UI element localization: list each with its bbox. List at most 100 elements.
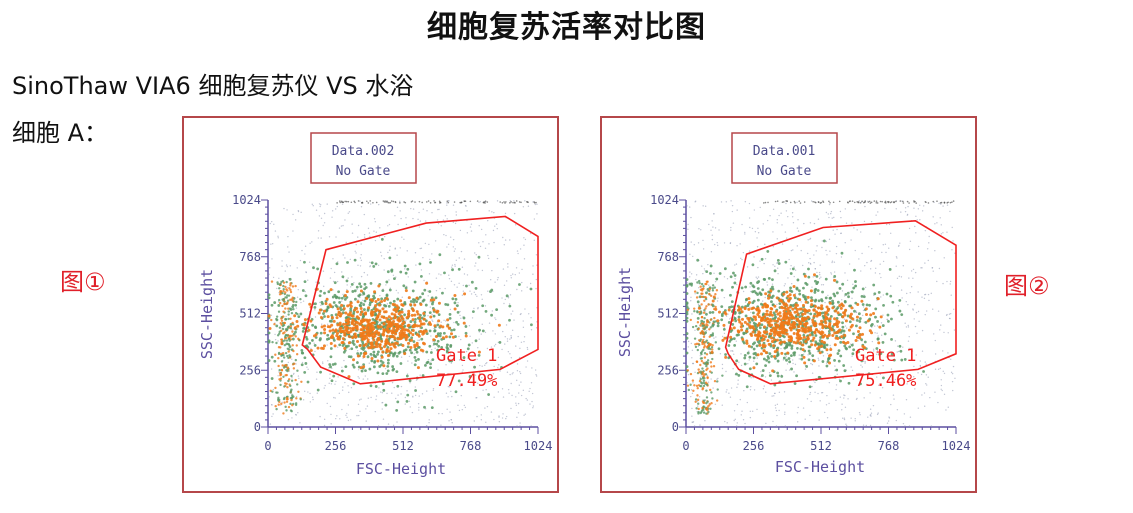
scatter-point <box>812 308 816 312</box>
scatter-point <box>534 369 537 371</box>
scatter-point <box>486 405 489 408</box>
scatter-point <box>395 408 399 412</box>
scatter-point <box>507 297 510 299</box>
scatter-point <box>481 269 484 272</box>
scatter-point <box>727 356 731 360</box>
scatter-point <box>749 306 751 308</box>
scatter-point <box>833 343 837 347</box>
scatter-point <box>847 328 851 332</box>
scatter-point <box>320 300 324 304</box>
scatter-point <box>397 292 399 294</box>
scatter-point <box>914 388 916 390</box>
scatter-point <box>784 231 787 233</box>
scatter-point <box>335 331 339 335</box>
scatter-point <box>360 259 363 262</box>
scatter-point <box>512 310 514 312</box>
scatter-point <box>404 348 408 352</box>
scatter-point <box>737 330 741 334</box>
scatter-point <box>688 282 692 286</box>
scatter-point <box>289 409 293 412</box>
scatter-point <box>811 320 815 324</box>
scatter-point <box>287 342 290 346</box>
scatter-point <box>689 206 691 208</box>
scatter-point <box>347 404 350 406</box>
scatter-point <box>745 385 749 389</box>
scatter-point <box>411 325 415 329</box>
scatter-point <box>693 309 696 313</box>
scatter-point <box>370 357 374 361</box>
scatter-point <box>311 396 314 398</box>
scatter-point <box>444 215 447 217</box>
scatter-point <box>940 324 942 326</box>
scatter-point <box>420 269 423 271</box>
scatter-point <box>775 425 778 427</box>
scatter-point <box>414 348 417 351</box>
scatter-point <box>843 369 847 373</box>
scatter-point <box>820 284 823 286</box>
scatter-point <box>734 264 736 266</box>
scatter-point <box>396 384 400 388</box>
scatter-point <box>449 353 452 355</box>
scatter-point <box>740 257 742 260</box>
scatter-point <box>346 313 350 317</box>
scatter-point <box>534 203 537 206</box>
scatter-point <box>305 271 307 273</box>
y-tick-label: 256 <box>657 363 679 377</box>
scatter-point <box>407 360 409 362</box>
scatter-point <box>783 285 786 287</box>
scatter-point <box>904 210 907 213</box>
scatter-point <box>491 211 493 213</box>
scatter-point <box>396 206 399 209</box>
scatter-point <box>484 202 486 204</box>
scatter-point <box>880 322 883 324</box>
scatter-point <box>871 247 873 250</box>
scatter-point <box>833 294 837 298</box>
scatter-point <box>766 250 770 253</box>
scatter-point <box>409 300 413 303</box>
scatter-point <box>377 333 381 337</box>
scatter-point <box>448 349 451 351</box>
scatter-point <box>697 384 701 387</box>
scatter-point <box>369 203 372 205</box>
scatter-point <box>429 315 433 319</box>
scatter-point <box>710 371 713 374</box>
scatter-point <box>429 362 432 366</box>
scatter-point <box>284 364 287 367</box>
scatter-point <box>392 319 396 323</box>
scatter-point <box>861 287 865 291</box>
scatter-point <box>464 406 467 409</box>
scatter-point <box>407 309 411 313</box>
scatter-point <box>536 213 538 215</box>
scatter-point <box>693 307 696 310</box>
scatter-point <box>796 227 799 229</box>
header-box <box>731 132 838 184</box>
scatter-point <box>778 298 782 302</box>
scatter-point <box>370 321 374 325</box>
scatter-point <box>936 222 938 224</box>
scatter-point <box>348 311 352 315</box>
scatter-point <box>329 373 331 375</box>
scatter-point <box>371 317 375 321</box>
scatter-point <box>388 256 392 260</box>
scatter-point <box>459 310 461 313</box>
scatter-point <box>417 334 421 338</box>
scatter-point <box>740 414 742 416</box>
scatter-point <box>825 249 827 252</box>
scatter-point <box>338 321 342 325</box>
scatter-point <box>336 323 340 327</box>
scatter-point <box>377 284 381 288</box>
scatter-point <box>771 369 775 373</box>
scatter-point <box>292 308 295 311</box>
scatter-point <box>270 318 273 322</box>
scatter-point <box>351 318 355 322</box>
scatter-point <box>336 313 340 317</box>
scatter-point <box>330 267 332 270</box>
scatter-point <box>467 343 471 347</box>
scatter-point <box>852 348 856 352</box>
scatter-point <box>431 212 433 214</box>
scatter-point <box>874 315 877 319</box>
scatter-point <box>791 307 795 311</box>
scatter-point <box>773 319 777 323</box>
scatter-point <box>301 361 304 364</box>
scatter-point <box>702 287 705 290</box>
